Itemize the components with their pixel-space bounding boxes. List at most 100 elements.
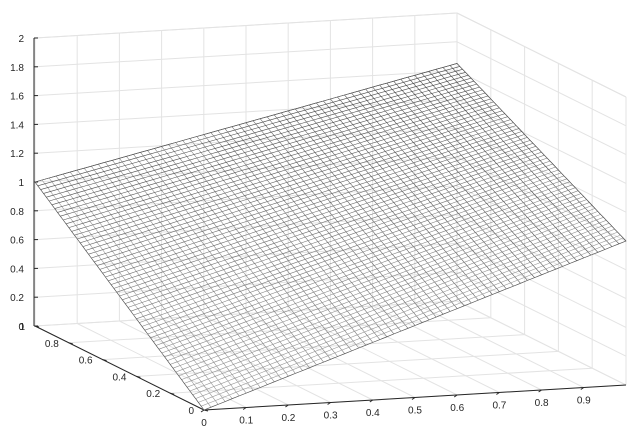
surface-mesh-line-y (99, 131, 522, 270)
surface-mesh-line-y (172, 208, 596, 369)
surface-mesh-line-y (71, 101, 494, 232)
back-wall-grid-line (34, 98, 458, 125)
z-tick-label: 0.2 (10, 293, 24, 304)
surface-mesh-line-y (125, 157, 548, 304)
x-tick-label: 0.5 (408, 406, 422, 417)
y-tick-mark (170, 392, 175, 395)
surface-mesh-line-y (82, 113, 505, 247)
surface-mesh-line-y (68, 98, 491, 228)
floor-grid-line (76, 323, 247, 408)
z-tick-label: 0.8 (10, 207, 24, 218)
x-tick-label: 0.9 (577, 396, 591, 407)
z-tick-label: 1.8 (10, 63, 24, 74)
surface-mesh-line-y (192, 228, 615, 396)
back-wall-grid-line (34, 214, 458, 241)
z-tick-label: 0.4 (10, 264, 24, 275)
floor-grid-line (245, 313, 416, 398)
side-wall-grid-line (456, 70, 627, 156)
surface-mesh-line-y (110, 143, 534, 285)
z-tick-label: 1.4 (10, 120, 24, 131)
x-tick-label: 0.8 (535, 398, 549, 409)
surface-mesh-line-y (63, 92, 486, 221)
surface-mesh-line-y (96, 128, 520, 266)
surface-mesh-line-y (74, 104, 497, 236)
x-tick-mark (369, 399, 374, 403)
floor-grid-line (330, 308, 500, 393)
x-tick-label: 0.6 (450, 403, 464, 414)
x-tick-label: 0.2 (281, 413, 295, 424)
z-tick-label: 0.6 (10, 236, 24, 247)
surface-mesh-line-y (127, 160, 551, 308)
surface-mesh-line-y (94, 125, 517, 263)
surface-mesh-line-y (133, 166, 556, 316)
x-tick-mark (453, 394, 458, 398)
surface-mesh-line-y (65, 95, 489, 225)
surface-mesh-line-y (139, 172, 562, 323)
surface-mesh-line-y (178, 214, 601, 377)
surface-mesh-line-y (144, 178, 568, 331)
z-tick-label: 2 (18, 34, 24, 45)
y-tick-label: 0.8 (45, 339, 59, 350)
surface-mesh-line-y (91, 122, 514, 259)
surface-mesh-line-y (155, 190, 579, 346)
surface-mesh-line-y (136, 169, 559, 320)
side-wall-grid-line (456, 300, 627, 386)
surface-mesh-line-y (161, 196, 584, 354)
y-tick-mark (136, 375, 141, 378)
surface-mesh-line-y (119, 151, 542, 297)
back-wall-grid-line (34, 185, 458, 212)
y-axis-line (34, 325, 205, 411)
surface-mesh-line-y (49, 77, 472, 202)
surface-mesh-line-y (122, 154, 545, 301)
y-tick-mark (68, 342, 73, 345)
z-tick-label: 1.2 (10, 149, 24, 160)
x-tick-mark (285, 404, 289, 408)
surface-mesh-line-y (186, 222, 610, 388)
x-tick-mark (496, 392, 500, 395)
z-tick-label: 1 (18, 178, 24, 189)
surface-mesh-line-y (181, 217, 604, 380)
surface-mesh-line-y (43, 72, 466, 194)
x-tick-label: 0.1 (239, 416, 253, 427)
surface-mesh (34, 63, 627, 411)
floor-grid-line (161, 318, 331, 403)
surface-mesh-line-y (57, 86, 480, 213)
surface-mesh-line-y (88, 119, 511, 255)
box-edge (34, 12, 458, 39)
floor-grid-line (170, 367, 593, 394)
surface-mesh-line-y (51, 80, 474, 206)
surface-mesh-line-y (113, 146, 536, 289)
x-tick-mark (411, 397, 416, 400)
surface-mesh-line-y (130, 163, 553, 312)
surface-mesh-line-y (108, 140, 531, 282)
x-tick-label: 0 (201, 418, 207, 429)
surface-mesh-line-y (80, 110, 503, 244)
back-wall-grid-line (34, 70, 458, 97)
floor-grid-line (414, 303, 585, 388)
floor-grid-line (287, 310, 458, 396)
x-tick-label: 0.7 (492, 401, 506, 412)
y-tick-label: 0.2 (146, 389, 160, 400)
back-wall-grid-line (34, 41, 458, 68)
box-edge (456, 12, 627, 98)
side-wall-grid-line (456, 127, 627, 213)
surface-mesh-line-y (37, 66, 460, 187)
x-tick-mark (538, 389, 542, 393)
surface-mesh-line-y (164, 199, 587, 358)
surface-mesh-line-y (102, 134, 525, 274)
surface-mesh-line-y (198, 234, 621, 403)
x-tick-mark (200, 409, 205, 413)
floor-grid-line (119, 320, 289, 406)
surface-mesh-line-y (46, 74, 469, 198)
x-tick-mark (327, 402, 331, 405)
surface-mesh-line-y (195, 231, 618, 399)
surface-mesh-line-y (54, 83, 477, 209)
surface-mesh-line-y (116, 148, 539, 293)
z-tick-label: 0 (18, 322, 24, 333)
surface-mesh-line-y (60, 89, 483, 217)
surface-mesh-line-y (158, 193, 582, 350)
side-wall-grid-line (456, 98, 627, 184)
y-tick-label: 0.4 (112, 372, 126, 383)
